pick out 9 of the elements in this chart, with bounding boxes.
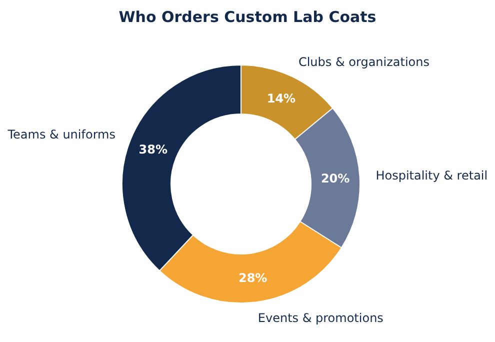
data-label: 38%	[138, 142, 168, 156]
slice-label: Teams & uniforms	[6, 128, 116, 142]
data-label: 14%	[266, 92, 296, 106]
data-label: 28%	[238, 270, 268, 285]
chart-title: Who Orders Custom Lab Coats	[118, 8, 376, 26]
slice-label: Clubs & organizations	[298, 55, 430, 70]
slice-label: Events & promotions	[258, 311, 384, 326]
data-label: 20%	[320, 171, 350, 186]
slice-label: Hospitality & retail	[376, 168, 488, 183]
